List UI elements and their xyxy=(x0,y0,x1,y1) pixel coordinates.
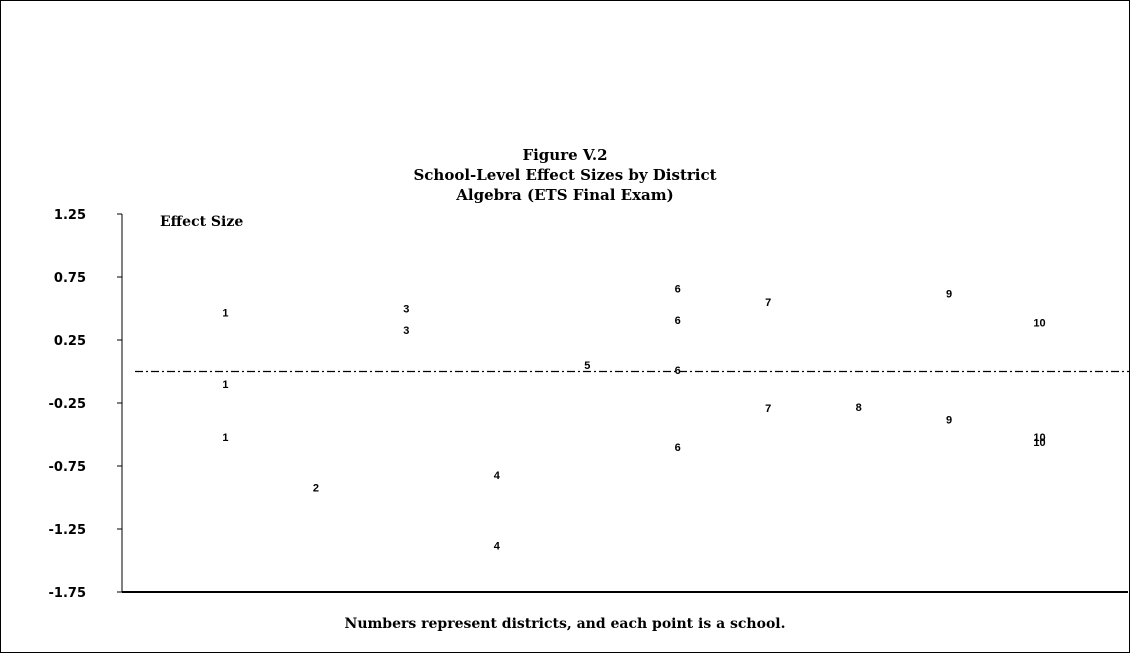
chart-footnote: Numbers represent districts, and each po… xyxy=(344,616,786,632)
school-point-district-9: 9 xyxy=(946,414,952,426)
school-point-district-1: 1 xyxy=(222,432,228,444)
school-point-district-6: 6 xyxy=(675,283,681,295)
y-tick-label: -1.75 xyxy=(49,586,86,601)
school-point-district-10: 10 xyxy=(1033,317,1045,329)
y-tick-label: 0.75 xyxy=(54,271,86,286)
school-point-district-1: 1 xyxy=(222,307,228,319)
school-point-district-1: 1 xyxy=(222,379,228,391)
chart-title-line-2: School-Level Effect Sizes by District xyxy=(413,166,717,184)
school-point-district-6: 6 xyxy=(675,365,681,377)
y-tick-label: -1.25 xyxy=(49,523,86,538)
school-point-district-8: 8 xyxy=(856,402,862,414)
school-point-district-10: 10 xyxy=(1033,432,1045,444)
chart-title-line-3: Algebra (ETS Final Exam) xyxy=(456,186,674,204)
y-axis-label: Effect Size xyxy=(160,214,243,230)
chart-title-line-1: Figure V.2 xyxy=(522,146,608,164)
school-point-district-7: 7 xyxy=(765,297,771,309)
school-point-district-6: 6 xyxy=(675,315,681,327)
y-tick-label: -0.75 xyxy=(49,460,86,475)
school-point-district-5: 5 xyxy=(584,360,590,372)
school-point-district-4: 4 xyxy=(494,470,501,482)
school-point-district-7: 7 xyxy=(765,403,771,415)
school-point-district-2: 2 xyxy=(313,482,319,494)
school-point-district-3: 3 xyxy=(403,304,409,316)
y-tick-label: 0.25 xyxy=(54,334,86,349)
y-tick-label: 1.25 xyxy=(54,208,86,223)
school-point-district-6: 6 xyxy=(675,442,681,454)
y-tick-label: -0.25 xyxy=(49,397,86,412)
axes xyxy=(121,214,1128,593)
y-tick-labels: 1.25 0.75 0.25 -0.25 -0.75 -1.25 -1.75 xyxy=(49,208,122,601)
school-point-district-4: 4 xyxy=(494,540,501,552)
school-point-district-9: 9 xyxy=(946,288,952,300)
school-point-district-10: 10 xyxy=(1033,437,1045,449)
school-point-district-3: 3 xyxy=(403,325,409,337)
